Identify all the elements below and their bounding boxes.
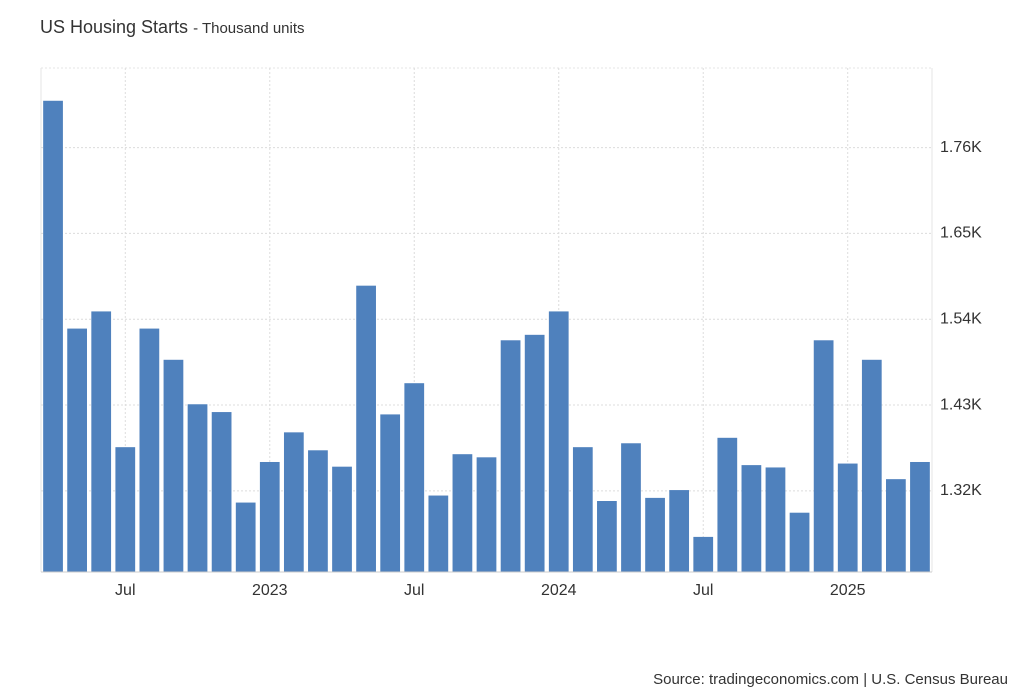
- bar: [741, 465, 762, 572]
- bar: [886, 479, 906, 572]
- bar: [548, 311, 569, 572]
- bar: [428, 495, 449, 572]
- bar: [235, 502, 256, 572]
- bar: [813, 340, 834, 572]
- y-tick-label: 1.65K: [940, 225, 982, 242]
- bar: [861, 359, 882, 572]
- bar: [211, 412, 232, 572]
- x-tick-label: 2025: [830, 582, 866, 599]
- source: Source: tradingeconomics.com | U.S. Cens…: [653, 671, 1008, 688]
- bar: [476, 457, 497, 572]
- bar: [910, 461, 930, 572]
- bar: [621, 443, 641, 572]
- bar: [645, 497, 665, 572]
- y-tick-label: 1.32K: [940, 482, 982, 499]
- bar: [356, 285, 376, 572]
- bar: [597, 501, 617, 572]
- bar: [837, 463, 858, 572]
- bar: [259, 461, 280, 572]
- y-tick-label: 1.43K: [940, 396, 982, 413]
- bar: [115, 447, 136, 572]
- bar: [524, 334, 545, 572]
- bar: [43, 100, 63, 573]
- x-tick-label: Jul: [404, 582, 424, 599]
- y-tick-label: 1.54K: [940, 310, 982, 327]
- bar: [163, 359, 184, 572]
- bar: [765, 467, 786, 572]
- bar: [452, 454, 473, 572]
- bar: [308, 450, 328, 572]
- bar: [572, 447, 593, 572]
- x-tick-label: 2023: [252, 582, 288, 599]
- bar: [404, 383, 425, 572]
- bar: [283, 432, 304, 572]
- bar: [139, 328, 160, 572]
- bar: [669, 490, 690, 572]
- bar: [332, 466, 352, 572]
- chart-title: US Housing Starts: [40, 17, 188, 37]
- bar: [500, 340, 521, 572]
- x-tick-label: 2024: [541, 582, 577, 599]
- bar: [380, 414, 401, 572]
- bar: [693, 536, 714, 572]
- chart-subtitle: - Thousand units: [193, 20, 304, 37]
- x-tick-label: Jul: [115, 582, 135, 599]
- bar: [187, 404, 208, 572]
- bar: [789, 512, 810, 572]
- bar: [717, 437, 738, 572]
- bar: [67, 328, 87, 572]
- y-tick-label: 1.76K: [940, 139, 982, 156]
- bar: [91, 311, 112, 572]
- x-tick-label: Jul: [693, 582, 713, 599]
